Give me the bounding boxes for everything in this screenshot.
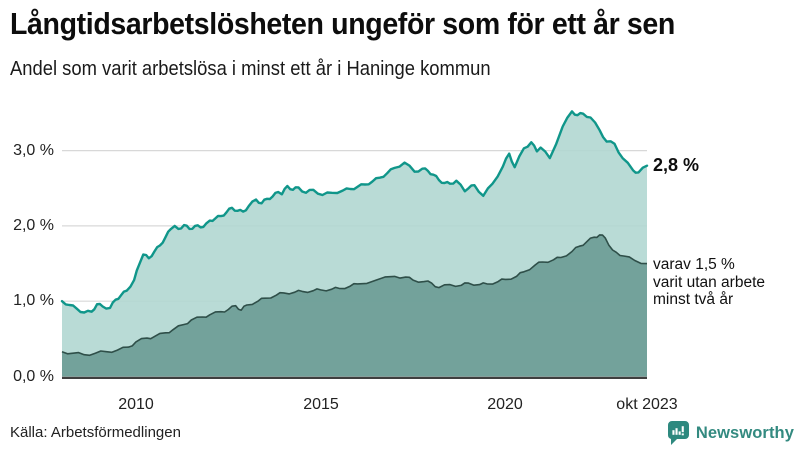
x-tick-label: 2010 [91,396,181,414]
note-line-2: varit utan arbete [653,274,765,292]
brand-name: Newsworthy [696,424,794,443]
chart-subtitle: Andel som varit arbetslösa i minst ett å… [10,58,491,81]
x-tick-label: 2015 [276,396,366,414]
y-tick-label: 2,0 % [0,217,54,235]
x-tick-label: okt 2023 [602,396,692,414]
brand-logo: Newsworthy [668,421,794,445]
y-tick-label: 0,0 % [0,368,54,386]
newsworthy-icon [668,421,689,445]
y-tick-label: 1,0 % [0,292,54,310]
note-line-1: varav 1,5 % [653,256,765,274]
source-attribution: Källa: Arbetsförmedlingen [10,424,181,441]
x-tick-label: 2020 [460,396,550,414]
note-line-3: minst två år [653,291,765,309]
y-tick-label: 3,0 % [0,142,54,160]
chart-title: Långtidsarbetslösheten ungeför som för e… [10,6,675,42]
series-note-label: varav 1,5 % varit utan arbete minst två … [653,256,765,309]
series-end-value-label: 2,8 % [653,155,699,176]
